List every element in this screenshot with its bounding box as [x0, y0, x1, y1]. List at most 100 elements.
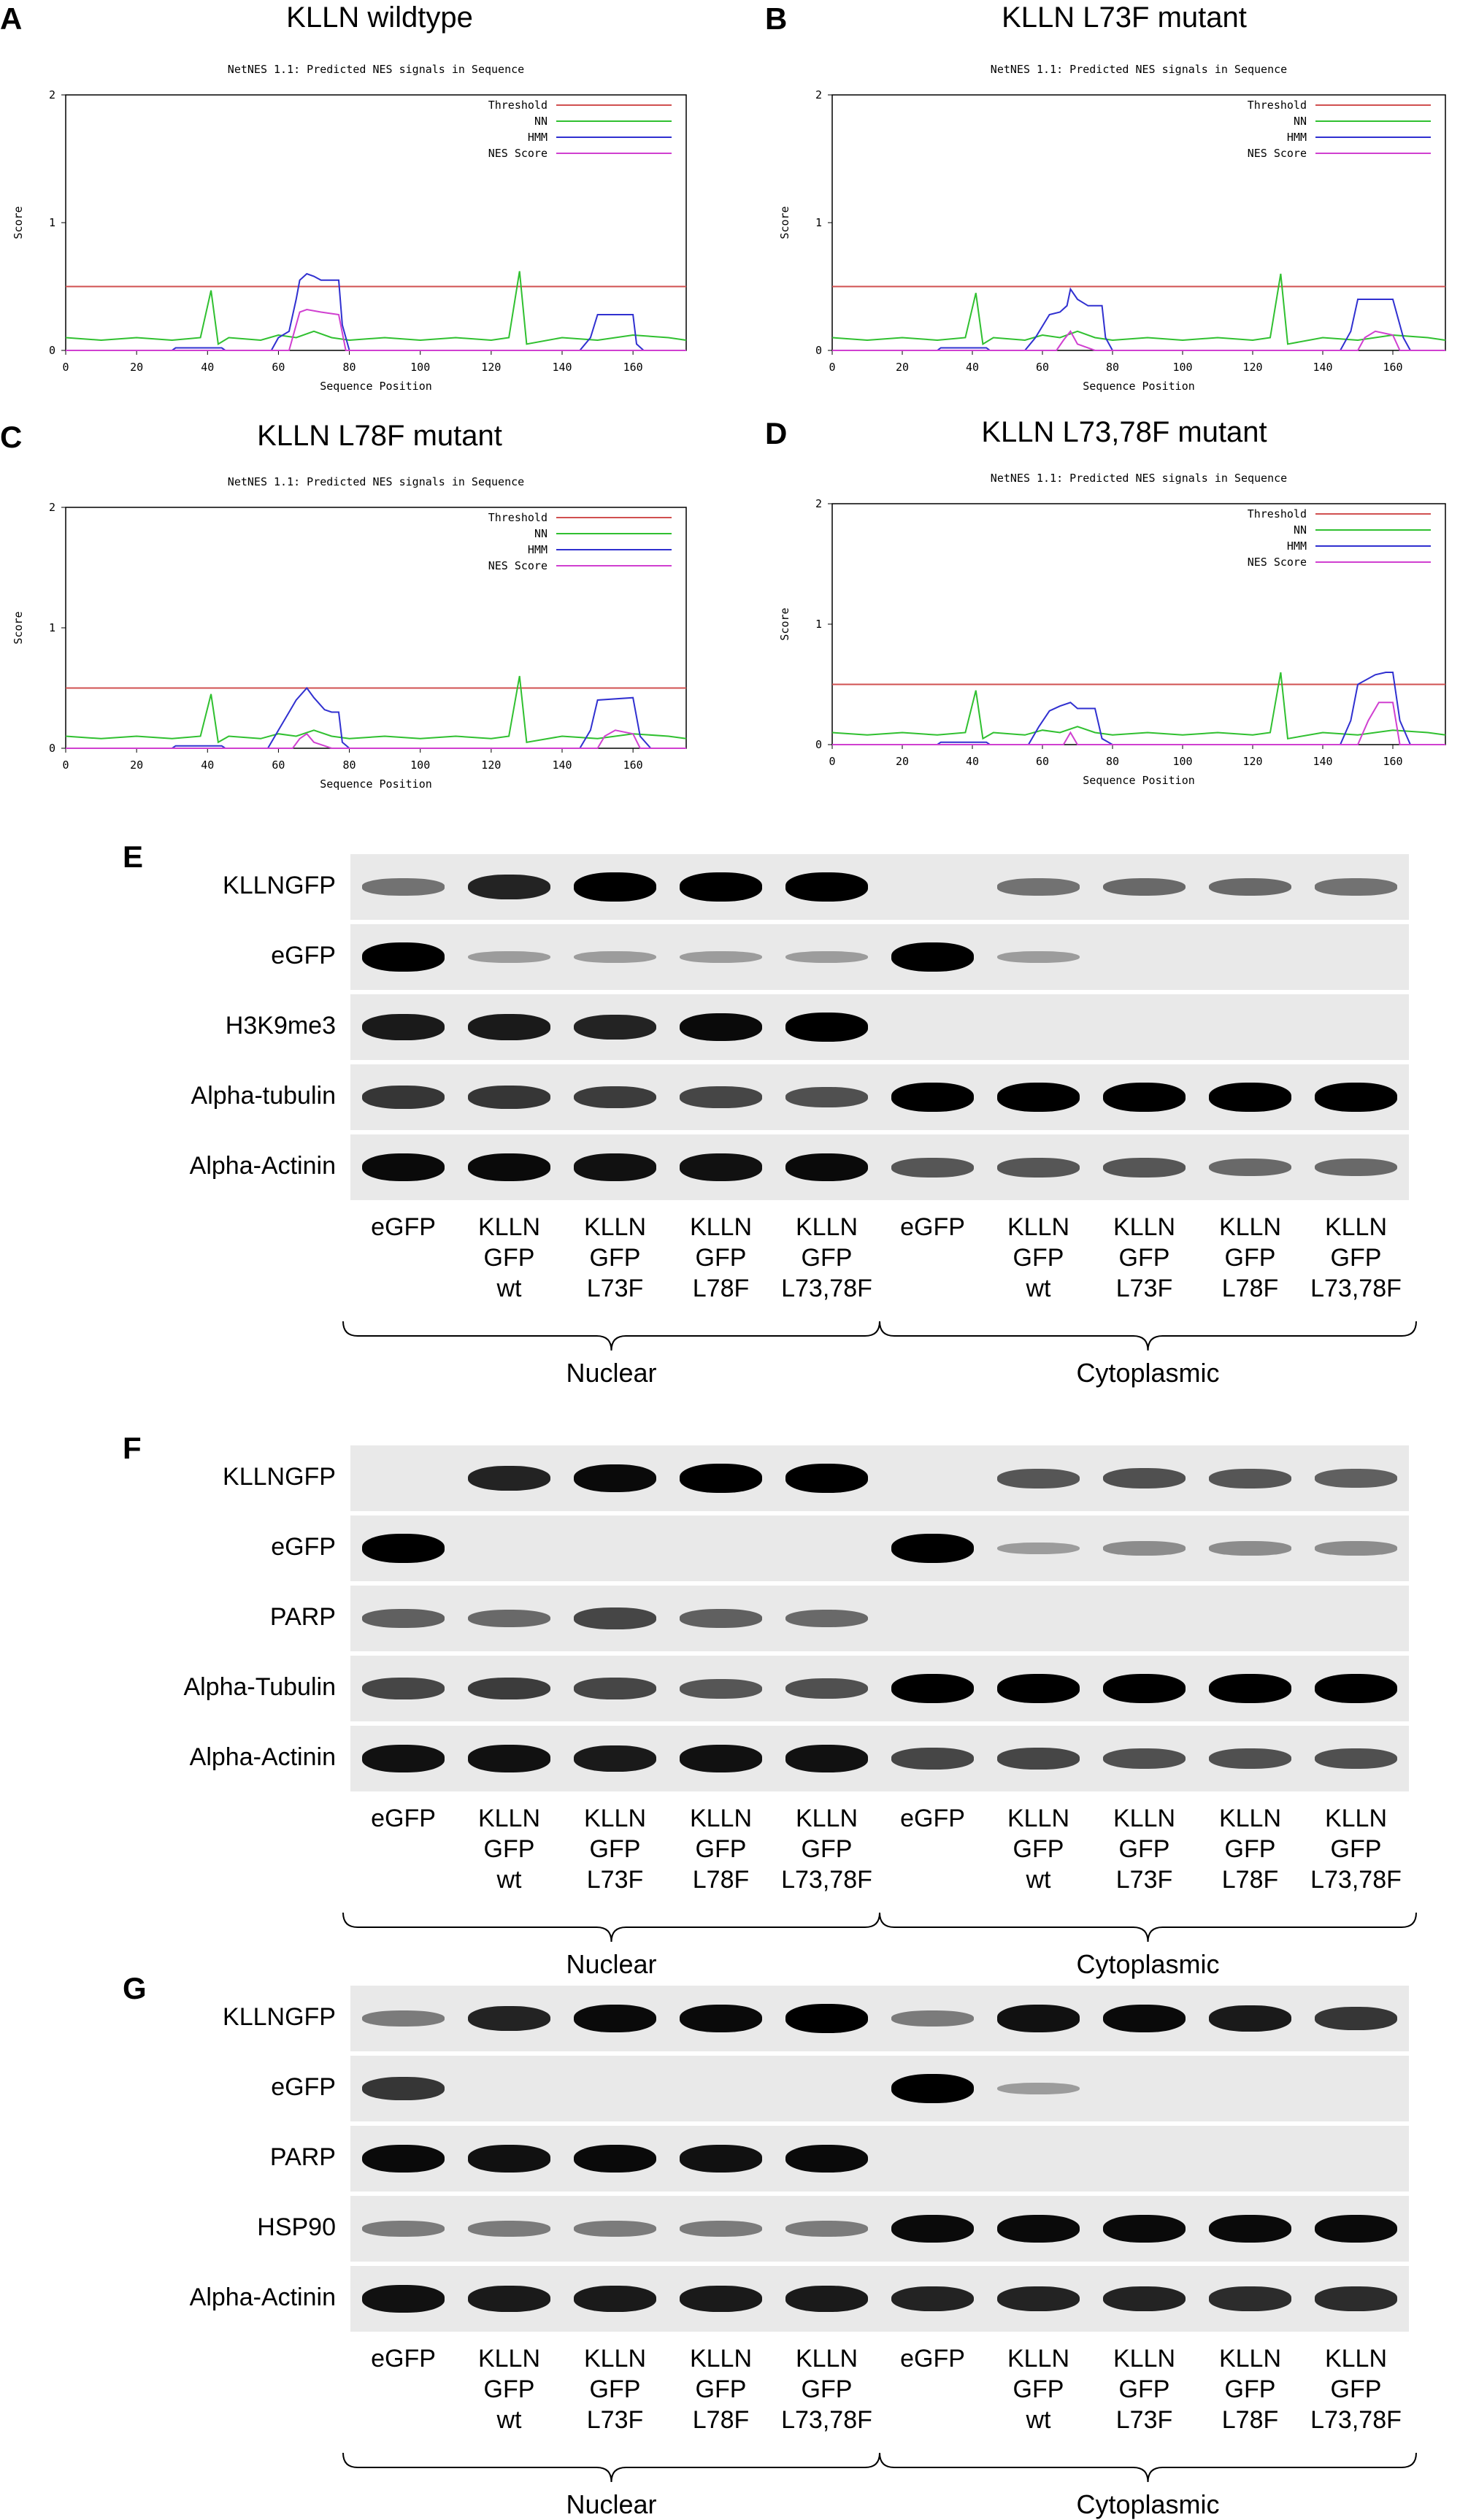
- blot-row-label: H3K9me3: [225, 1012, 336, 1040]
- blot-band: [574, 950, 656, 964]
- blot-band: [468, 950, 550, 964]
- y-tick-label: 2: [49, 501, 55, 514]
- blot-band: [785, 2144, 868, 2173]
- blot-band: [997, 2005, 1080, 2032]
- x-tick-label: 60: [1036, 361, 1049, 374]
- lane-label: eGFP: [371, 1213, 436, 1241]
- x-tick-label: 0: [829, 755, 835, 768]
- blot-band: [362, 1745, 445, 1772]
- lane-label: eGFP: [371, 1805, 436, 1832]
- x-tick-label: 120: [1242, 361, 1262, 374]
- x-tick-label: 80: [343, 361, 356, 374]
- x-tick-label: 100: [410, 361, 430, 374]
- lane-label: KLLN GFP L73F: [1113, 2345, 1176, 2434]
- blot-row-label: Alpha-Tubulin: [183, 1673, 336, 1701]
- y-tick-label: 1: [815, 618, 822, 631]
- y-tick-label: 2: [815, 497, 822, 510]
- blot-band: [1315, 2214, 1397, 2243]
- panel-letter: D: [765, 416, 788, 450]
- blot-band: [891, 2074, 974, 2103]
- blot-band: [1315, 878, 1397, 896]
- blot-band: [891, 2286, 974, 2312]
- blot-band: [1103, 1674, 1186, 1703]
- blot-strip: [350, 1726, 1409, 1791]
- x-tick-label: 60: [272, 758, 285, 772]
- blot-band: [680, 2221, 762, 2237]
- blot-band: [362, 2010, 445, 2027]
- blot-band: [1209, 1541, 1291, 1556]
- y-tick-label: 2: [49, 88, 55, 101]
- blot-band: [468, 1013, 550, 1041]
- blot-band: [574, 2285, 656, 2313]
- legend-label: NN: [534, 527, 548, 540]
- legend-label: HMM: [528, 131, 548, 144]
- blot-band: [1103, 2214, 1186, 2243]
- blot-panel-e: E KLLNGFP eGFP H3K9me3 Alpha-tubulin Alpha-Ac…: [0, 840, 1460, 1402]
- blot-row-label: eGFP: [271, 2073, 336, 2101]
- panel-letter: E: [123, 840, 144, 874]
- legend-label: NN: [1294, 115, 1307, 128]
- plot-frame: [831, 94, 1446, 351]
- blot-band: [680, 872, 762, 902]
- x-tick-label: 160: [1383, 755, 1402, 768]
- blot-band: [362, 1534, 445, 1563]
- x-tick-label: 140: [1313, 361, 1332, 374]
- blot-band: [1315, 1541, 1397, 1556]
- lane-label: KLLN GFP L73F: [1113, 1213, 1176, 1302]
- x-tick-label: 40: [201, 361, 214, 374]
- x-tick-label: 160: [1383, 361, 1402, 374]
- blot-row-label: KLLNGFP: [223, 2003, 336, 2031]
- blot-strip: [350, 924, 1409, 990]
- y-tick-label: 1: [49, 621, 55, 634]
- blot-band: [574, 2144, 656, 2173]
- blot-band: [574, 1607, 656, 1629]
- x-tick-label: 20: [130, 758, 143, 772]
- lane-label: KLLN GFP wt: [477, 1805, 541, 1894]
- blot-band: [1103, 1083, 1186, 1112]
- y-axis-label: Score: [778, 607, 791, 640]
- legend-label: HMM: [528, 543, 548, 556]
- blot-band: [680, 1745, 762, 1772]
- lane-label: eGFP: [900, 2345, 965, 2373]
- x-tick-label: 160: [623, 361, 643, 374]
- blot-band: [680, 1153, 762, 1181]
- legend-label: NES Score: [488, 559, 548, 572]
- blot-band: [891, 1157, 974, 1178]
- lane-label: KLLN GFP L78F: [689, 1805, 753, 1894]
- plot-frame: [65, 94, 687, 351]
- lane-label: KLLN GFP L78F: [1218, 1213, 1282, 1302]
- legend-label: Threshold: [488, 511, 548, 524]
- legend-label: NES Score: [1248, 147, 1307, 160]
- x-tick-label: 40: [966, 755, 979, 768]
- blot-row-label: eGFP: [271, 1533, 336, 1561]
- lane-label: KLLN GFP L73F: [583, 1805, 647, 1894]
- x-tick-label: 0: [62, 361, 69, 374]
- chart-title: NetNES 1.1: Predicted NES signals in Seq…: [228, 475, 524, 488]
- series-line-nes-score: [66, 729, 686, 749]
- group-label: Nuclear: [566, 2489, 657, 2519]
- blot-band: [1209, 877, 1291, 896]
- y-axis-label: Score: [778, 206, 791, 239]
- x-tick-label: 80: [1106, 755, 1119, 768]
- blot-band: [1209, 2286, 1291, 2311]
- series-line-nes-score: [66, 308, 686, 351]
- blot-band: [362, 1085, 445, 1110]
- blot-row-label: PARP: [269, 1603, 336, 1631]
- blot-band: [362, 1013, 445, 1041]
- legend-label: NES Score: [488, 147, 548, 160]
- blot-band: [891, 2214, 974, 2243]
- lane-label: KLLN GFP wt: [1007, 1805, 1070, 1894]
- group-bracket: [342, 1321, 880, 1351]
- panel-letter: F: [123, 1431, 142, 1465]
- blot-strip: [350, 1445, 1409, 1511]
- blot-band: [997, 2286, 1080, 2312]
- x-tick-label: 100: [1172, 361, 1192, 374]
- y-axis-label: Score: [12, 611, 25, 644]
- blot-strip: [350, 994, 1409, 1060]
- legend-label: NN: [1294, 523, 1307, 537]
- blot-band: [362, 1153, 445, 1182]
- legend-label: NES Score: [1248, 556, 1307, 569]
- blot-band: [1209, 1748, 1291, 1770]
- chart-heading: KLLN L73,78F mutant: [981, 416, 1267, 448]
- blot-band: [574, 1745, 656, 1772]
